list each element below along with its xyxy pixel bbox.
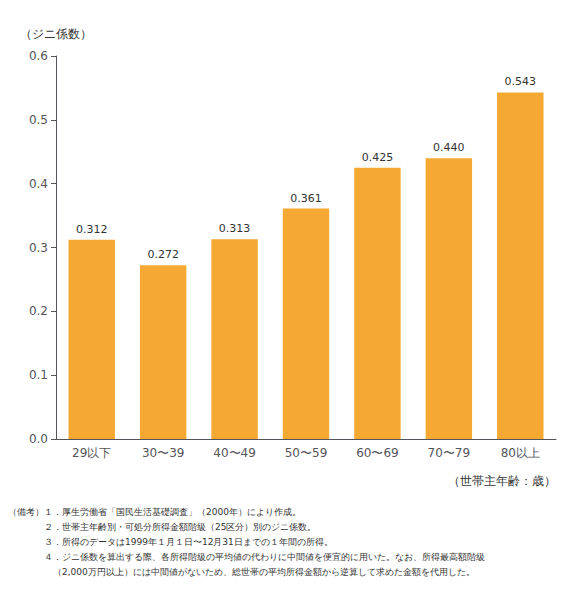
svg-text:0.5: 0.5 [29, 113, 48, 127]
svg-text:0.312: 0.312 [76, 223, 108, 236]
svg-text:50〜59: 50〜59 [285, 446, 328, 460]
svg-text:0.4: 0.4 [29, 177, 48, 191]
svg-text:70〜79: 70〜79 [428, 446, 471, 460]
svg-text:（ジニ係数）: （ジニ係数） [20, 27, 92, 41]
svg-text:29以下: 29以下 [72, 446, 111, 460]
svg-text:0.313: 0.313 [219, 222, 251, 235]
svg-text:0.272: 0.272 [147, 248, 179, 261]
svg-text:30〜39: 30〜39 [142, 446, 185, 460]
svg-text:0.3: 0.3 [29, 241, 48, 255]
svg-text:３．所得のデータは1999年１月１日〜12月31日までの１年: ３．所得のデータは1999年１月１日〜12月31日までの１年間の所得。 [8, 537, 333, 547]
svg-text:0.361: 0.361 [290, 192, 322, 205]
svg-text:0.425: 0.425 [362, 151, 394, 164]
svg-text:（世帯主年齢：歳）: （世帯主年齢：歳） [448, 474, 556, 488]
svg-text:（2,000万円以上）には中間値がないため、総世帯の平均所得: （2,000万円以上）には中間値がないため、総世帯の平均所得金額から逆算して求め… [8, 567, 475, 577]
svg-text:40〜49: 40〜49 [213, 446, 256, 460]
svg-text:0.543: 0.543 [505, 75, 537, 88]
svg-text:80以上: 80以上 [501, 446, 540, 460]
svg-text:60〜69: 60〜69 [356, 446, 399, 460]
svg-text:0.6: 0.6 [29, 49, 48, 63]
svg-text:0.440: 0.440 [433, 141, 465, 154]
svg-text:0.2: 0.2 [29, 304, 48, 318]
svg-text:0.1: 0.1 [29, 368, 48, 382]
svg-text:２．世帯主年齢別・可処分所得金額階級（25区分）別のジニ係数: ２．世帯主年齢別・可処分所得金額階級（25区分）別のジニ係数。 [8, 522, 316, 532]
svg-text:４．ジニ係数を算出する際、各所得階級の平均値の代わりに中間値: ４．ジニ係数を算出する際、各所得階級の平均値の代わりに中間値を便宜的に用いた。な… [8, 552, 485, 562]
svg-text:0.0: 0.0 [29, 432, 48, 446]
svg-text:（備考）１．厚生労働省「国民生活基礎調査」（2000年）によ: （備考）１．厚生労働省「国民生活基礎調査」（2000年）により作成。 [8, 507, 301, 517]
